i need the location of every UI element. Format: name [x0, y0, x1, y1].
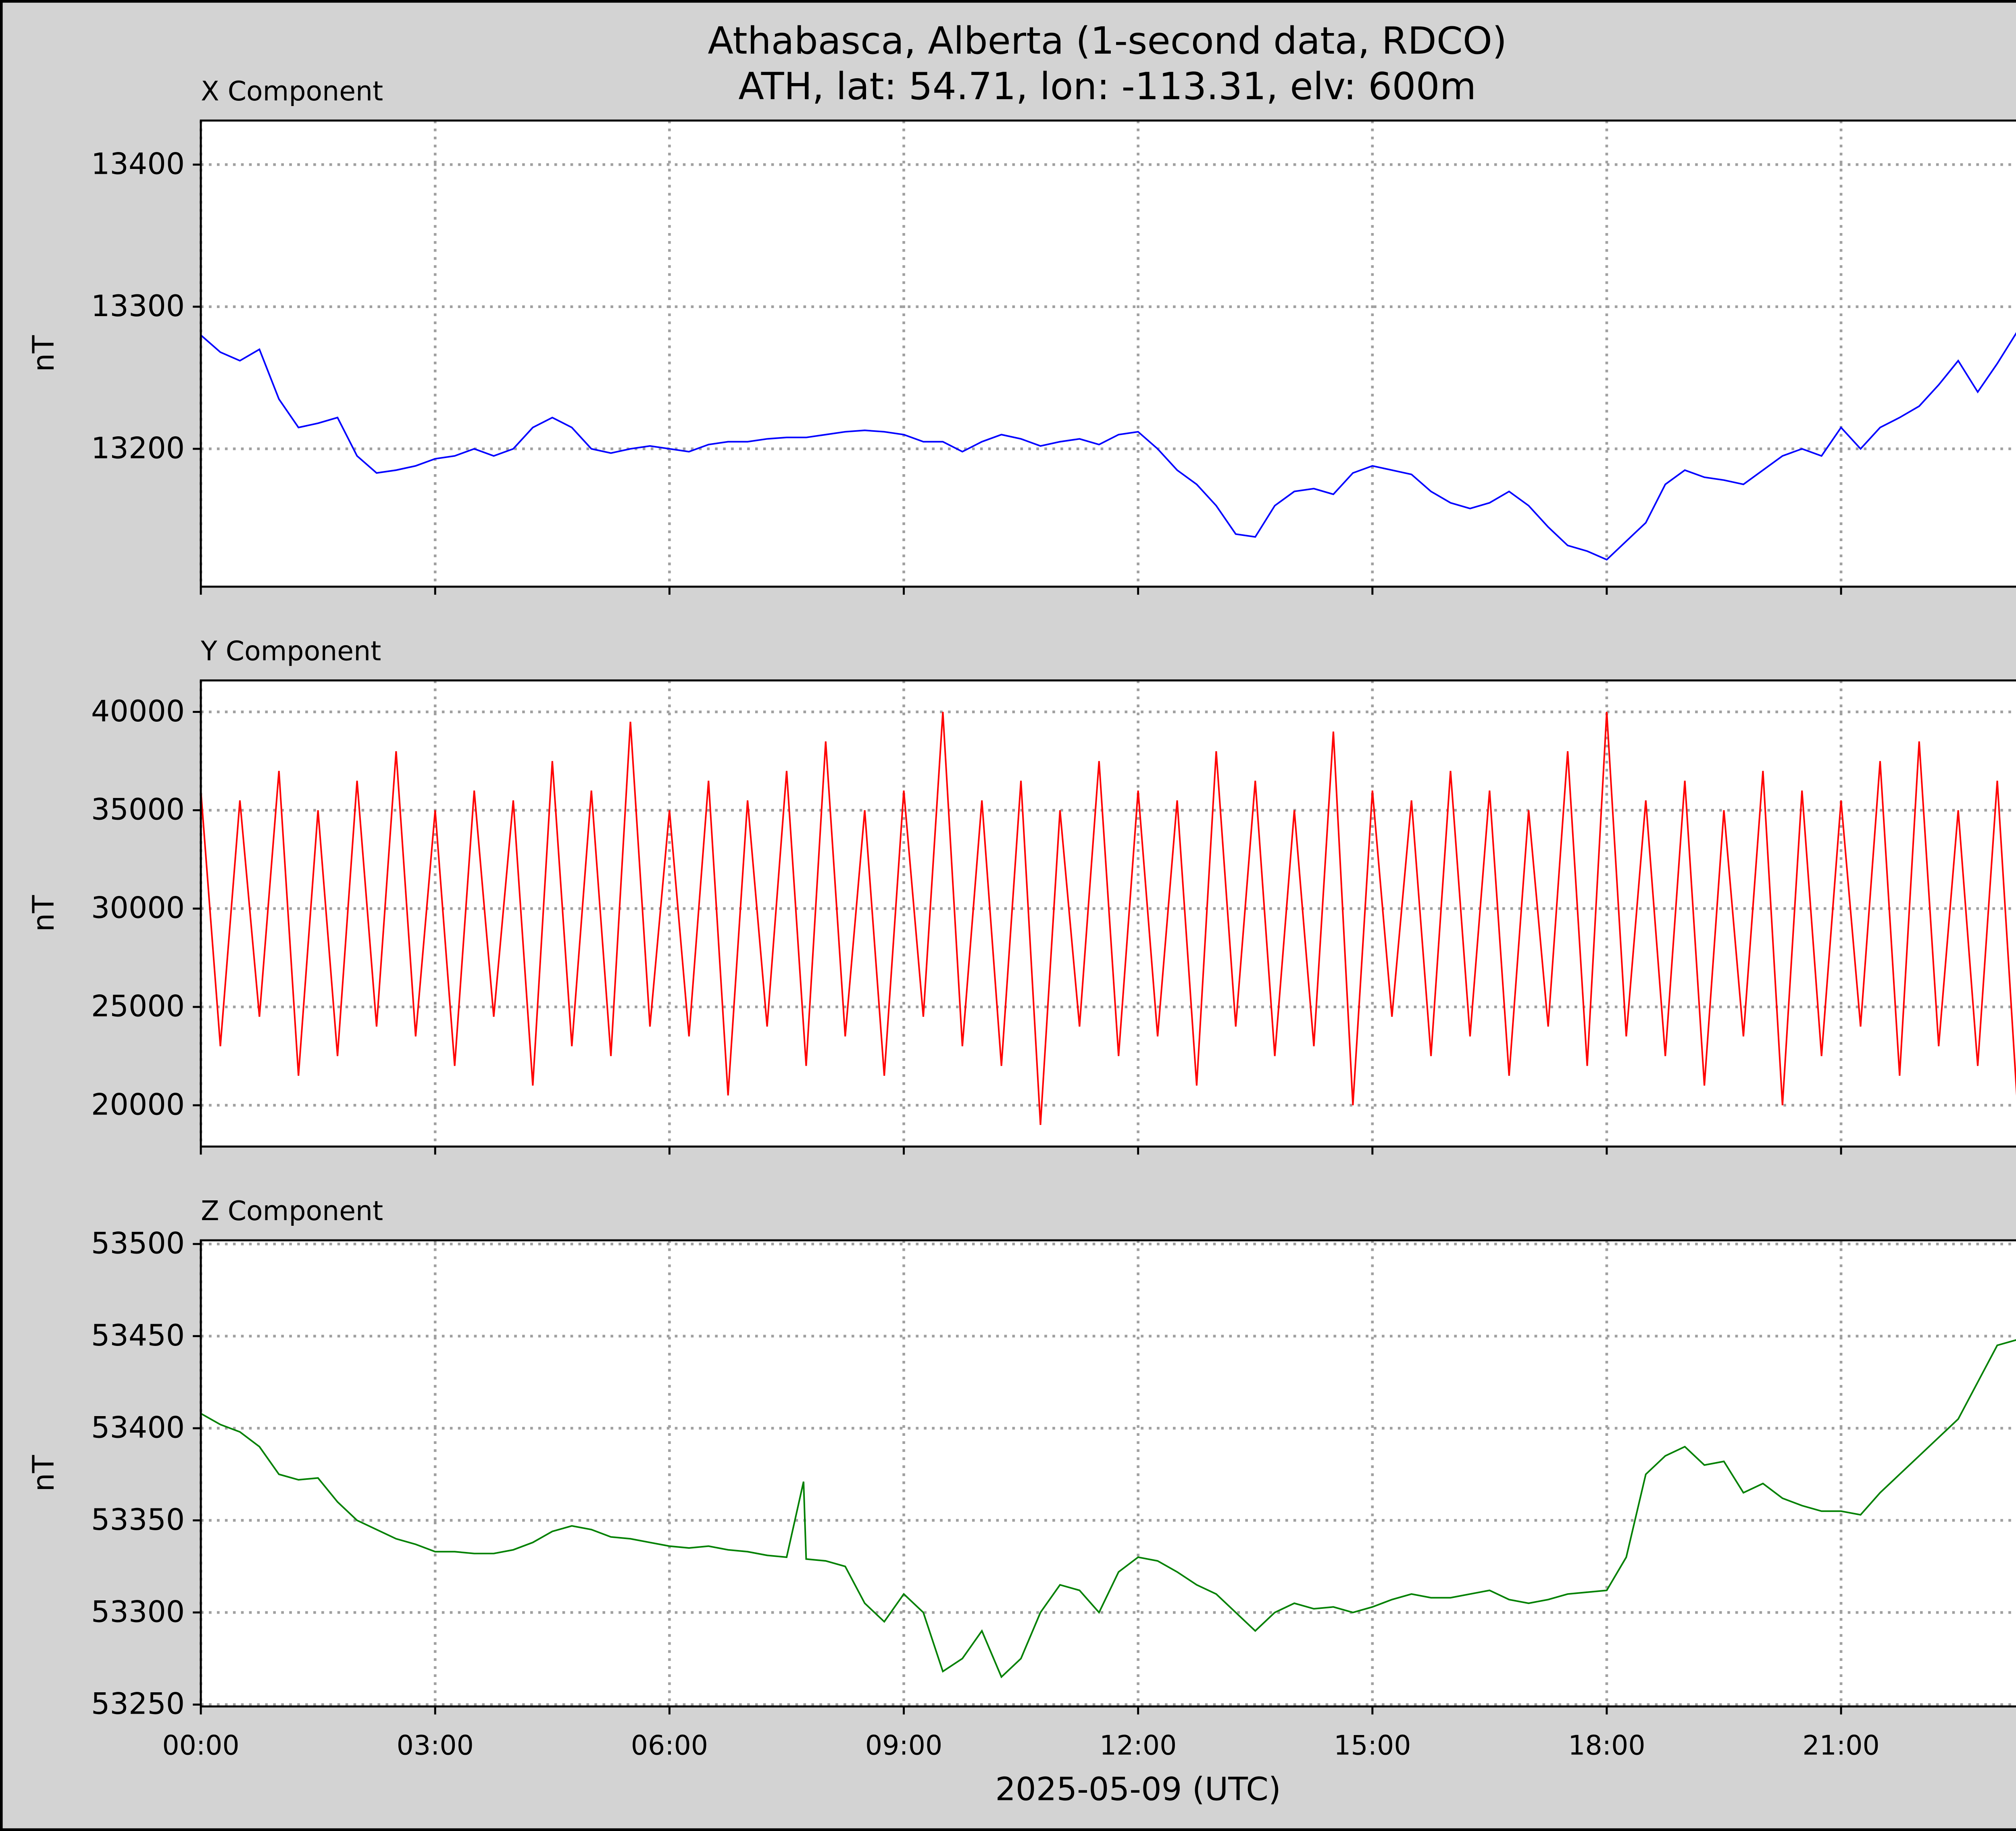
- y-tick-label: 13200: [91, 431, 185, 465]
- x-tick-label: 06:00: [631, 1730, 708, 1761]
- y-tick-label: 53400: [91, 1410, 185, 1445]
- plot-area: [201, 120, 2016, 587]
- data-line: [200, 1339, 2016, 1679]
- x-tick-label: 12:00: [1100, 1730, 1177, 1761]
- subplot-title: X Component: [201, 75, 383, 107]
- plot-frame: [200, 1239, 2016, 1708]
- data-line: [200, 712, 2016, 1125]
- y-tick-label: 53450: [91, 1319, 185, 1353]
- y-tick-label: 30000: [91, 891, 185, 925]
- y-axis-label: nT: [27, 895, 61, 932]
- x-tick-label: 09:00: [865, 1730, 942, 1761]
- subplot-title: Z Component: [201, 1195, 383, 1227]
- y-tick-label: 53250: [91, 1687, 185, 1721]
- y-tick-label: 25000: [91, 989, 185, 1023]
- y-axis-label: nT: [27, 1455, 61, 1491]
- y-tick-label: 40000: [91, 694, 185, 729]
- plot-area: [201, 1240, 2016, 1707]
- y-tick-label: 53350: [91, 1503, 185, 1537]
- y-tick-label: 13300: [91, 289, 185, 323]
- x-tick-label: 21:00: [1802, 1730, 1879, 1761]
- figure-title: Athabasca, Alberta (1-second data, RDCO): [708, 19, 1507, 62]
- y-tick-label: 35000: [91, 793, 185, 827]
- plot-frame: [200, 119, 2016, 588]
- y-axis-label: nT: [27, 335, 61, 372]
- y-tick-label: 53500: [91, 1226, 185, 1260]
- x-tick-label: 00:00: [162, 1730, 239, 1761]
- y-tick-label: 20000: [91, 1087, 185, 1122]
- data-line: [200, 332, 2016, 561]
- x-tick-label: 18:00: [1568, 1730, 1645, 1761]
- x-tick-label: 15:00: [1334, 1730, 1411, 1761]
- x-tick-label: 03:00: [397, 1730, 474, 1761]
- y-tick-label: 53300: [91, 1595, 185, 1629]
- x-axis-label: 2025-05-09 (UTC): [995, 1771, 1281, 1808]
- figure-subtitle: ATH, lat: 54.71, lon: -113.31, elv: 600m: [738, 65, 1476, 108]
- plot-frame: [200, 679, 2016, 1148]
- subplot-title: Y Component: [200, 635, 381, 667]
- y-tick-label: 13400: [91, 147, 185, 181]
